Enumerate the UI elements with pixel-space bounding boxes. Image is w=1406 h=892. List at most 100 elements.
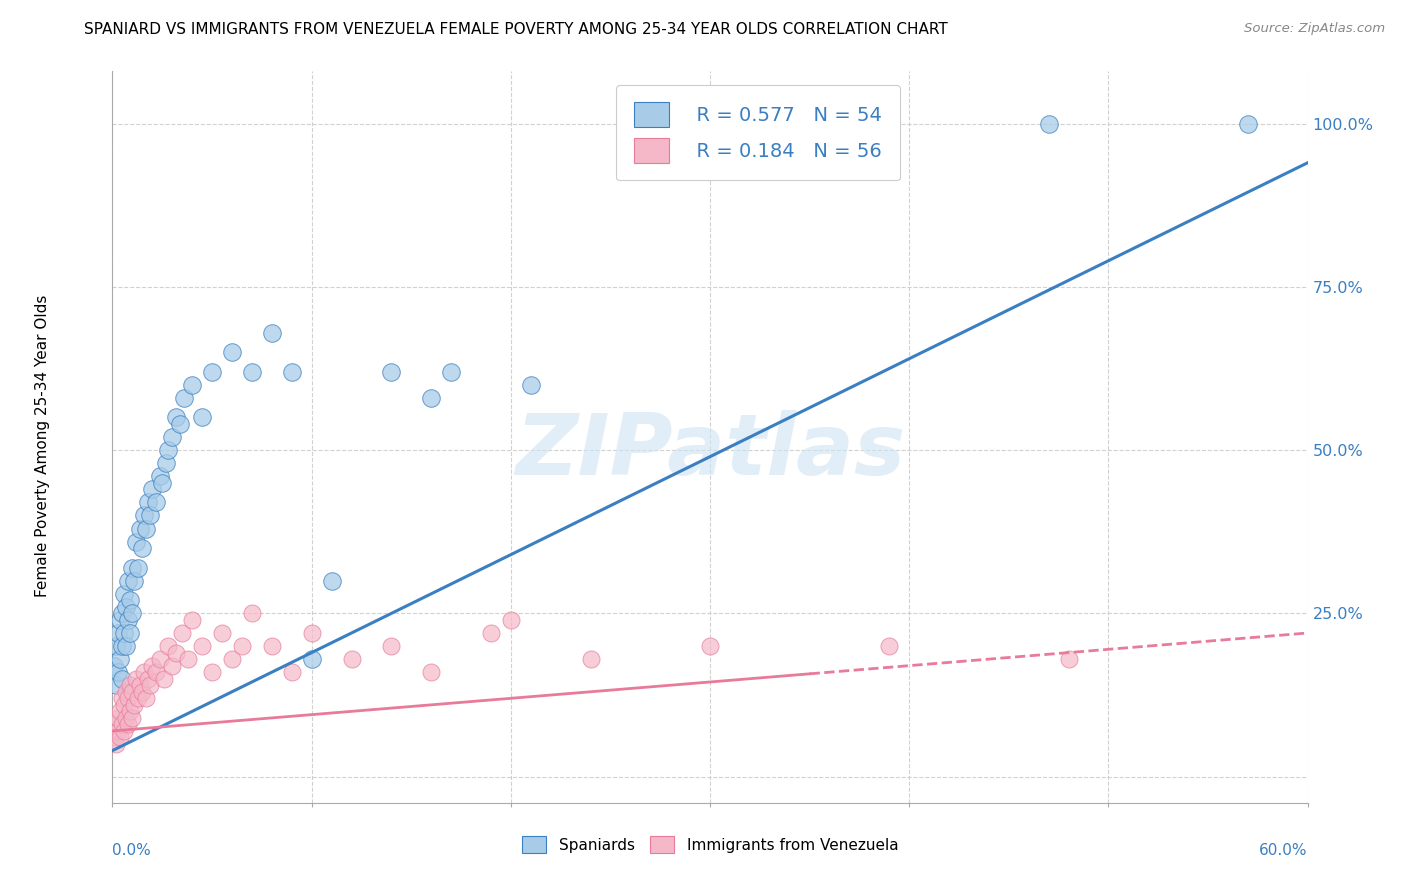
Point <box>111 607 134 621</box>
Point <box>110 613 132 627</box>
Point <box>281 365 304 379</box>
Text: 0.0%: 0.0% <box>112 843 152 858</box>
Point <box>211 626 233 640</box>
Point <box>150 475 173 490</box>
Point <box>117 717 139 731</box>
Point <box>110 652 132 666</box>
Point <box>127 691 149 706</box>
Point <box>134 508 156 523</box>
Point <box>145 665 167 680</box>
Point <box>111 639 134 653</box>
Point <box>129 521 152 535</box>
Point <box>120 593 142 607</box>
Point <box>221 345 243 359</box>
Point <box>153 672 176 686</box>
Point <box>135 521 157 535</box>
Point <box>120 678 142 692</box>
Point <box>440 365 463 379</box>
Text: 60.0%: 60.0% <box>1260 843 1308 858</box>
Point <box>121 685 143 699</box>
Point <box>127 560 149 574</box>
Point <box>173 391 195 405</box>
Text: SPANIARD VS IMMIGRANTS FROM VENEZUELA FEMALE POVERTY AMONG 25-34 YEAR OLDS CORRE: SPANIARD VS IMMIGRANTS FROM VENEZUELA FE… <box>84 22 948 37</box>
Point <box>115 711 138 725</box>
Text: ZIPatlas: ZIPatlas <box>515 410 905 493</box>
Point <box>420 665 443 680</box>
Point <box>120 626 142 640</box>
Point <box>114 626 135 640</box>
Point <box>380 365 402 379</box>
Point <box>129 678 152 692</box>
Point <box>240 607 263 621</box>
Point <box>115 599 138 614</box>
Point <box>105 737 128 751</box>
Point <box>111 691 134 706</box>
Point <box>105 717 128 731</box>
Point <box>172 626 194 640</box>
Point <box>1038 117 1060 131</box>
Point <box>201 365 224 379</box>
Point <box>103 731 125 745</box>
Point <box>1237 117 1260 131</box>
Point <box>121 607 143 621</box>
Point <box>301 652 323 666</box>
Point <box>1057 652 1080 666</box>
Point <box>125 672 148 686</box>
Point <box>111 672 134 686</box>
Point <box>162 658 183 673</box>
Point <box>240 365 263 379</box>
Point <box>117 613 139 627</box>
Point <box>145 495 167 509</box>
Point <box>181 377 204 392</box>
Point <box>699 639 721 653</box>
Point <box>157 443 180 458</box>
Point <box>380 639 402 653</box>
Point <box>110 731 132 745</box>
Point <box>520 377 543 392</box>
Point <box>181 613 204 627</box>
Point <box>479 626 502 640</box>
Point <box>579 652 602 666</box>
Point <box>231 639 253 653</box>
Point <box>103 658 125 673</box>
Point <box>120 705 142 719</box>
Point <box>201 665 224 680</box>
Point <box>138 672 160 686</box>
Point <box>131 541 153 555</box>
Point <box>321 574 343 588</box>
Point <box>115 685 138 699</box>
Point <box>301 626 323 640</box>
Point <box>165 410 187 425</box>
Point <box>260 639 283 653</box>
Point <box>115 639 138 653</box>
Point <box>138 495 160 509</box>
Point <box>114 723 135 738</box>
Point <box>139 678 162 692</box>
Point <box>499 613 522 627</box>
Point <box>134 665 156 680</box>
Point <box>149 652 172 666</box>
Point <box>165 646 187 660</box>
Point <box>131 685 153 699</box>
Text: Female Poverty Among 25-34 Year Olds: Female Poverty Among 25-34 Year Olds <box>35 295 49 597</box>
Point <box>107 665 129 680</box>
Point <box>105 639 128 653</box>
Point <box>135 691 157 706</box>
Point <box>221 652 243 666</box>
Point <box>169 417 191 431</box>
Point <box>879 639 901 653</box>
Text: Source: ZipAtlas.com: Source: ZipAtlas.com <box>1244 22 1385 36</box>
Point <box>107 723 129 738</box>
Point <box>157 639 180 653</box>
Point <box>162 430 183 444</box>
Point <box>420 391 443 405</box>
Point <box>117 691 139 706</box>
Point <box>191 410 214 425</box>
Point <box>155 456 177 470</box>
Point <box>125 534 148 549</box>
Point <box>121 711 143 725</box>
Point <box>117 574 139 588</box>
Point <box>141 658 163 673</box>
Point <box>177 652 200 666</box>
Point <box>281 665 304 680</box>
